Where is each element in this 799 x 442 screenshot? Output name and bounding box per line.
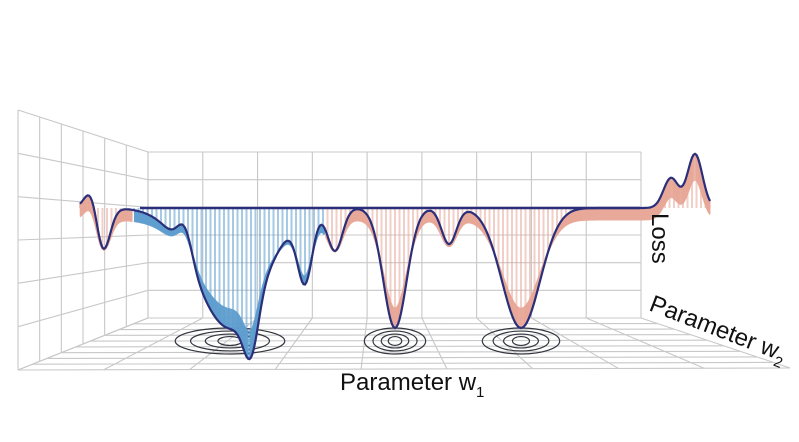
floor-line-w2 bbox=[586, 317, 705, 369]
floor-line-w2 bbox=[17, 317, 149, 371]
floor-line-w2 bbox=[103, 317, 204, 371]
floor-line-w2 bbox=[421, 317, 448, 370]
floor-line-w1 bbox=[75, 345, 724, 348]
floor-line-w2 bbox=[360, 317, 368, 370]
y-axis-label-text: Parameter w bbox=[646, 290, 783, 364]
left-wall-hline bbox=[17, 152, 149, 181]
floor-line-w2 bbox=[274, 317, 313, 370]
floor-line-w1 bbox=[32, 361, 774, 365]
floor-line-w1 bbox=[61, 350, 741, 354]
floor-contour-narrow-basin-center bbox=[387, 335, 403, 347]
floor-contour-wide-basin bbox=[189, 330, 271, 352]
floor-contour-basin-right bbox=[511, 335, 531, 347]
floor-line-w1 bbox=[90, 339, 708, 342]
x-axis-label-text: Parameter w bbox=[340, 369, 477, 396]
floor-line-w2 bbox=[531, 317, 619, 369]
floor-line-w1 bbox=[104, 334, 691, 336]
floor-contour-narrow-basin-center bbox=[380, 333, 410, 349]
grid-floor bbox=[17, 317, 791, 371]
left-wall-hline bbox=[17, 234, 149, 241]
left-wall-hline bbox=[17, 289, 149, 328]
floor-contour-basin-right bbox=[502, 333, 540, 349]
loss-surface bbox=[79, 152, 712, 361]
floor-contour-narrow-basin-center bbox=[372, 330, 418, 352]
x-axis-label: Parameter w1 bbox=[340, 369, 484, 401]
left-wall-hline bbox=[17, 262, 149, 284]
floor-contour-basin-right bbox=[492, 330, 550, 352]
grid-left-wall bbox=[17, 109, 149, 371]
floor-line-w1 bbox=[46, 356, 757, 359]
x-axis-label-subscript: 1 bbox=[476, 384, 484, 401]
z-axis-label: Loss bbox=[646, 213, 673, 264]
y-axis-label: Parameter w2 bbox=[644, 290, 790, 372]
floor-line-w2 bbox=[640, 317, 791, 369]
floor-line-w1 bbox=[17, 367, 791, 371]
left-wall-hline bbox=[17, 109, 149, 153]
floor-contours bbox=[174, 327, 561, 355]
